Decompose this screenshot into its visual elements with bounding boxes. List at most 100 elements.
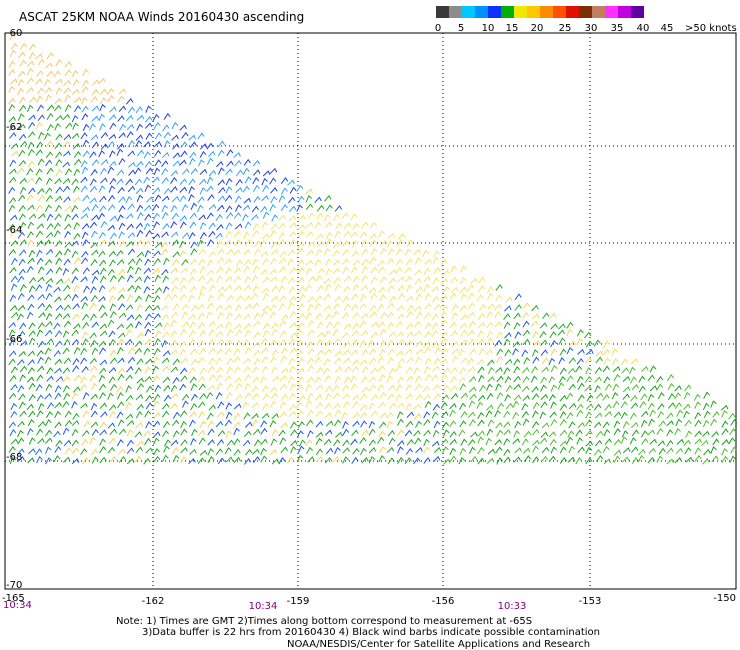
wind-barb [540, 431, 549, 438]
wind-barb [225, 402, 233, 410]
wind-barb [189, 268, 197, 276]
wind-barb [486, 392, 494, 400]
wind-barb [370, 276, 378, 284]
wind-barb [233, 249, 241, 256]
wind-barb [477, 419, 485, 427]
wind-barb [199, 231, 207, 240]
wind-barb [146, 196, 154, 203]
wind-barb [89, 123, 96, 131]
wind-barb [495, 294, 503, 302]
wind-barb [532, 456, 540, 464]
wind-barb [188, 193, 195, 202]
wind-barb [117, 367, 125, 375]
wind-barb [351, 329, 360, 336]
wind-barb [28, 121, 36, 129]
wind-barb [341, 384, 349, 392]
wind-barb [243, 430, 252, 437]
wind-barb [27, 148, 35, 157]
wind-barb [433, 446, 442, 453]
wind-barb [29, 96, 37, 103]
wind-barb [395, 350, 404, 357]
wind-barb [314, 259, 322, 267]
wind-barb [638, 454, 645, 463]
wind-barb [100, 159, 109, 166]
wind-barb [153, 250, 161, 257]
wind-barb [260, 251, 269, 258]
wind-barb [19, 221, 27, 230]
wind-barb [198, 340, 206, 348]
wind-barb [296, 430, 304, 438]
wind-barb [144, 122, 153, 129]
wind-barb [36, 70, 44, 77]
wind-barb [360, 330, 369, 337]
wind-barb [522, 302, 530, 309]
wind-barb [226, 248, 234, 256]
wind-barb [253, 169, 261, 176]
wind-barb [514, 331, 522, 339]
wind-barb [37, 340, 46, 348]
wind-barb [62, 161, 70, 168]
wind-barb [118, 268, 126, 276]
wind-barb [370, 410, 378, 417]
wind-barb [296, 184, 304, 192]
wind-barb [54, 97, 62, 105]
wind-barb [252, 177, 260, 185]
wind-barb [118, 88, 127, 95]
wind-barb [315, 402, 323, 409]
wind-barb [90, 242, 98, 249]
wind-barb [584, 357, 593, 364]
wind-barb [280, 187, 288, 195]
wind-barb [179, 328, 187, 336]
wind-barb [163, 187, 171, 195]
wind-barb [486, 321, 494, 329]
wind-barb [27, 239, 35, 247]
wind-barb [296, 339, 304, 347]
wind-barb [404, 457, 412, 465]
wind-barb [703, 448, 711, 456]
wind-barb [143, 176, 151, 184]
wind-barb [216, 382, 224, 390]
wind-barb [197, 204, 204, 213]
wind-barb [44, 393, 52, 400]
wind-barb [280, 275, 288, 283]
wind-barb [80, 160, 88, 168]
wind-barb [585, 340, 593, 348]
wind-barb [397, 313, 405, 320]
wind-barb [109, 177, 117, 185]
wind-barb [71, 439, 79, 447]
wind-barb [161, 339, 169, 348]
wind-barb [216, 160, 224, 168]
wind-barb [154, 194, 162, 202]
wind-barb [170, 339, 178, 347]
wind-barb [280, 422, 288, 429]
wind-barb [568, 445, 576, 454]
wind-barb [9, 49, 17, 58]
wind-barb [89, 286, 97, 294]
wind-barb [476, 359, 485, 366]
wind-barb [206, 391, 214, 400]
wind-barb [674, 427, 681, 436]
wind-barb [98, 231, 106, 240]
wind-barb [243, 284, 252, 292]
wind-barb [388, 437, 396, 445]
wind-barb [305, 267, 313, 275]
wind-barb [8, 223, 16, 231]
wind-barb [576, 357, 584, 365]
wind-barb [559, 418, 567, 426]
wind-barb [36, 95, 43, 103]
wind-barb [135, 139, 142, 148]
wind-barb [432, 277, 440, 285]
wind-barb [522, 329, 530, 337]
wind-barb [55, 159, 63, 167]
wind-barb [386, 446, 395, 454]
wind-barb [135, 394, 144, 401]
wind-barb [388, 269, 397, 276]
wind-barb [443, 385, 450, 393]
wind-barb [397, 293, 405, 300]
wind-barb [486, 404, 494, 411]
wind-barb [503, 456, 511, 464]
wind-barb [55, 257, 63, 265]
wind-barb [674, 392, 681, 400]
wind-barb [28, 448, 36, 455]
wind-barb [620, 401, 628, 409]
